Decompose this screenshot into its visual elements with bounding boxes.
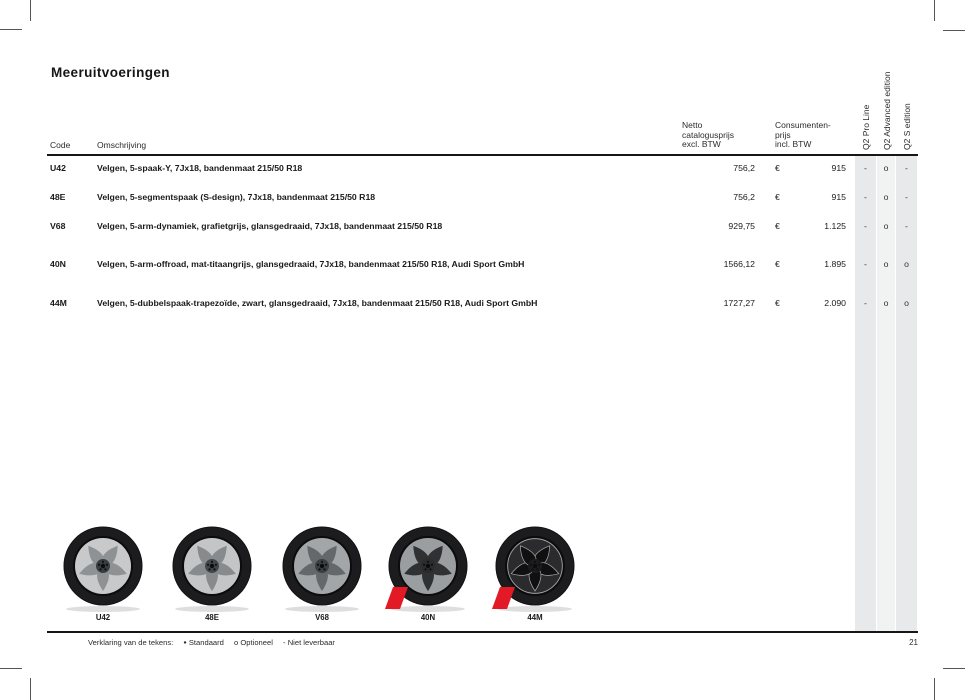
- availability-q2-pro-line: -: [864, 163, 867, 173]
- row-net-price: 1566,12: [723, 259, 755, 269]
- crop-mark-bottom-left-v: [30, 678, 31, 700]
- availability-q2-s-edition: -: [905, 192, 908, 202]
- legend-text-optional: Optioneel: [240, 638, 273, 647]
- trim-band-q2-s-edition: [896, 156, 917, 631]
- column-header-description: Omschrijving: [97, 140, 147, 150]
- availability-q2-advanced-edition: o: [883, 221, 889, 231]
- row-code: U42: [50, 163, 66, 173]
- crop-mark-top-left-h: [0, 29, 22, 30]
- availability-q2-pro-line: -: [864, 192, 867, 202]
- crop-mark-bottom-right-v: [934, 678, 935, 700]
- availability-q2-s-edition: -: [905, 221, 908, 231]
- euro-symbol: €: [775, 298, 780, 308]
- euro-symbol: €: [775, 259, 780, 269]
- wheel-figure: V68: [274, 523, 370, 622]
- column-header-q2-pro-line: Q2 Pro Line: [861, 104, 871, 150]
- wheel-figure: 48E: [164, 523, 260, 622]
- row-code: 40N: [50, 259, 66, 269]
- wheel-image: [60, 523, 146, 615]
- trim-band-q2-pro-line: [855, 156, 876, 631]
- table-row: 40N Velgen, 5-arm-offroad, mat-titaangri…: [0, 259, 965, 271]
- availability-q2-s-edition: o: [904, 298, 909, 308]
- availability-q2-advanced-edition: o: [883, 259, 889, 269]
- row-consumer-price: 915: [831, 163, 847, 173]
- row-description: Velgen, 5-dubbelspaak-trapezoïde, zwart,…: [97, 298, 538, 308]
- row-description: Velgen, 5-segmentspaak (S-design), 7Jx18…: [97, 192, 376, 202]
- row-code: V68: [50, 221, 66, 231]
- row-net-price: 929,75: [728, 221, 755, 231]
- euro-symbol: €: [775, 163, 780, 173]
- row-consumer-price: 2.090: [824, 298, 846, 308]
- page-number: 21: [909, 638, 918, 647]
- availability-q2-pro-line: -: [864, 298, 867, 308]
- symbol-legend: Verklaring van de tekens: ● Standaard o …: [88, 638, 335, 647]
- wheel-figure: U42: [55, 523, 151, 622]
- legend-label: Verklaring van de tekens:: [88, 638, 174, 647]
- column-header-consumer-price: Consumenten- prijs incl. BTW: [775, 120, 831, 149]
- crop-mark-top-right-h: [943, 30, 965, 31]
- availability-q2-advanced-edition: o: [883, 192, 889, 202]
- euro-symbol: €: [775, 192, 780, 202]
- availability-q2-pro-line: -: [864, 221, 867, 231]
- row-consumer-price: 1.125: [824, 221, 846, 231]
- footer-rule: [47, 631, 918, 633]
- availability-q2-pro-line: -: [864, 259, 867, 269]
- row-net-price: 1727,27: [723, 298, 755, 308]
- wheel-figure: 44M: [487, 523, 583, 622]
- row-description: Velgen, 5-arm-dynamiek, grafietgrijs, gl…: [97, 221, 443, 231]
- availability-q2-s-edition: -: [905, 163, 908, 173]
- row-consumer-price: 915: [831, 192, 847, 202]
- availability-q2-advanced-edition: o: [883, 163, 889, 173]
- legend-symbol-standard: ●: [183, 640, 187, 646]
- legend-symbol-optional: o: [234, 638, 239, 647]
- table-row: U42 Velgen, 5-spaak-Y, 7Jx18, bandenmaat…: [0, 163, 965, 175]
- availability-q2-advanced-edition: o: [883, 298, 889, 308]
- row-consumer-price: 1.895: [824, 259, 846, 269]
- wheel-code-label: U42: [95, 613, 111, 622]
- page-title: Meeruitvoeringen: [51, 65, 170, 80]
- crop-mark-bottom-right-h: [943, 668, 965, 669]
- column-header-q2-advanced-edition: Q2 Advanced edition: [882, 71, 892, 150]
- column-header-q2-s-edition: Q2 S edition: [902, 103, 912, 150]
- availability-q2-s-edition: o: [904, 259, 909, 269]
- wheel-code-label: V68: [315, 613, 329, 622]
- wheel-image: [169, 523, 255, 615]
- euro-symbol: €: [775, 221, 780, 231]
- table-row: 44M Velgen, 5-dubbelspaak-trapezoïde, zw…: [0, 298, 965, 310]
- crop-mark-top-right-v: [934, 0, 935, 21]
- legend-text-standard: Standaard: [188, 638, 224, 647]
- wheel-image: [492, 523, 578, 615]
- wheel-code-label: 44M: [527, 613, 543, 622]
- trim-band-q2-advanced-edition: [877, 156, 895, 631]
- legend-text-not-available: Niet leverbaar: [287, 638, 335, 647]
- table-row: 48E Velgen, 5-segmentspaak (S-design), 7…: [0, 192, 965, 204]
- table-row: V68 Velgen, 5-arm-dynamiek, grafietgrijs…: [0, 221, 965, 233]
- row-description: Velgen, 5-spaak-Y, 7Jx18, bandenmaat 215…: [97, 163, 303, 173]
- wheel-image: [279, 523, 365, 615]
- wheel-code-label: 48E: [205, 613, 219, 622]
- row-code: 48E: [50, 192, 66, 202]
- legend-symbol-not-available: -: [283, 638, 286, 647]
- row-net-price: 756,2: [733, 192, 755, 202]
- header-rule: [47, 154, 918, 156]
- wheel-figure: 40N: [380, 523, 476, 622]
- column-header-code: Code: [50, 140, 71, 150]
- row-net-price: 756,2: [733, 163, 755, 173]
- wheel-code-label: 40N: [420, 613, 436, 622]
- crop-mark-bottom-left-h: [0, 668, 22, 669]
- row-description: Velgen, 5-arm-offroad, mat-titaangrijs, …: [97, 259, 525, 269]
- column-header-net-price: Netto catalogusprijs excl. BTW: [682, 120, 734, 149]
- wheel-image: [385, 523, 471, 615]
- row-code: 44M: [50, 298, 67, 308]
- crop-mark-top-left-v: [30, 0, 31, 21]
